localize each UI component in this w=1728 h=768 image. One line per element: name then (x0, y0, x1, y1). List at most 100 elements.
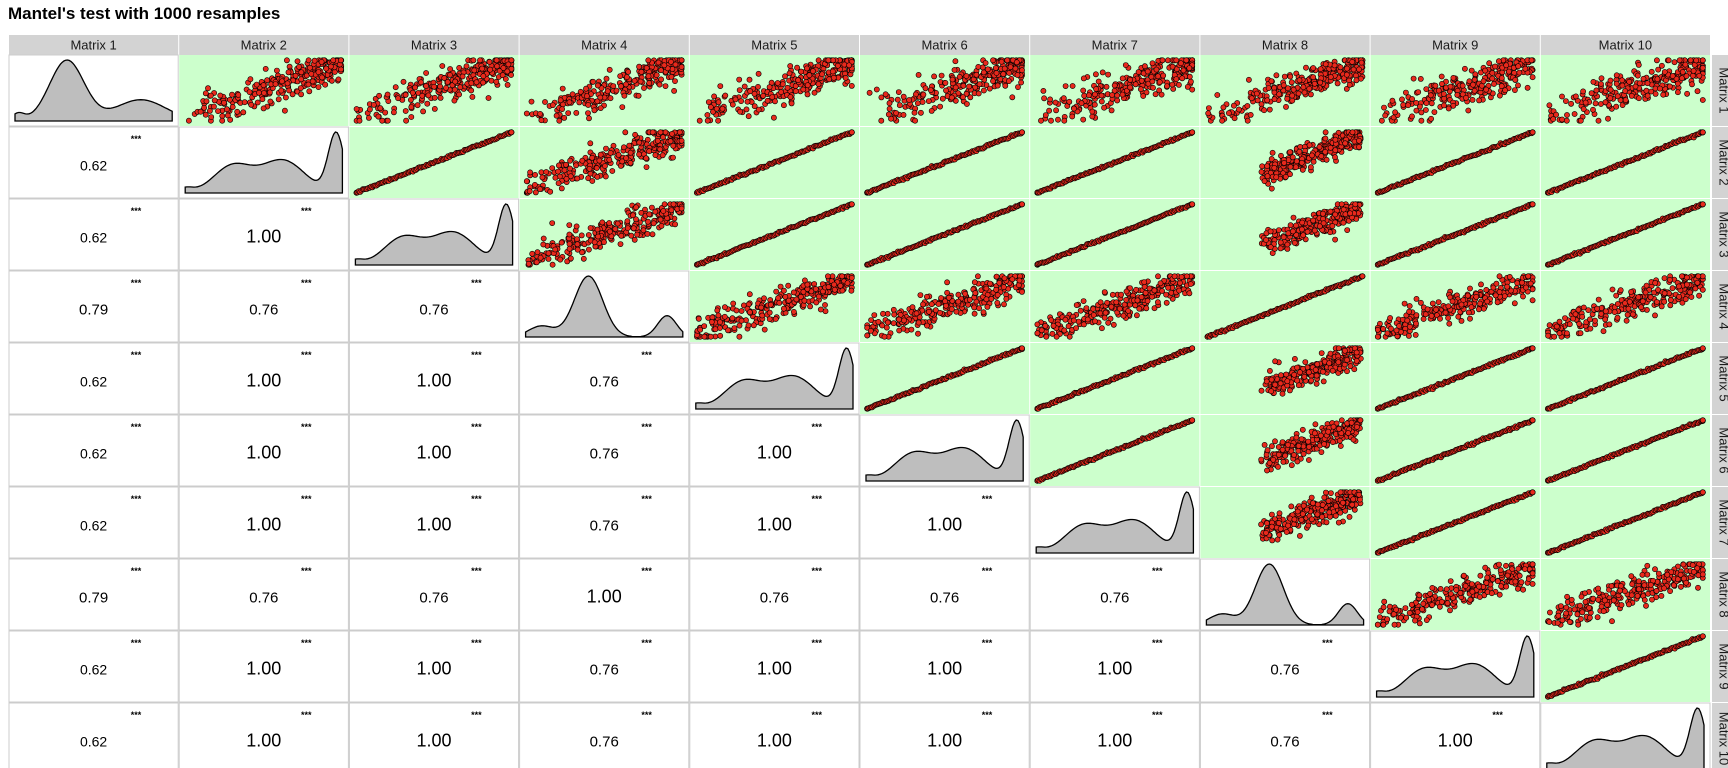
scatter-point (227, 116, 234, 123)
scatter-point (486, 59, 493, 65)
scatter-point (553, 112, 560, 119)
panel-1-1 (8, 54, 179, 127)
scatter-point (1189, 129, 1196, 136)
scatter-point (1306, 142, 1313, 149)
scatter-point (704, 117, 711, 124)
scatter-point (636, 63, 642, 70)
scatter-point (786, 70, 793, 77)
scatter-point (485, 95, 492, 101)
scatter-point (1127, 77, 1134, 83)
scatter-point (1332, 211, 1339, 218)
scatter-point (948, 94, 955, 101)
scatter-point (574, 236, 580, 242)
panel-1-7 (1030, 55, 1200, 126)
scatter-point (938, 72, 945, 79)
scatter-point (1462, 65, 1468, 72)
scatter-point (662, 83, 669, 89)
scatter-point (993, 70, 1000, 76)
scatter-point (1149, 60, 1156, 67)
scatter-point (523, 178, 530, 185)
scatter-point (1291, 239, 1298, 246)
scatter-point (256, 89, 262, 96)
scatter-point (615, 151, 622, 158)
scatter-point (586, 115, 592, 122)
scatter-point (627, 159, 634, 166)
scatter-point (1331, 62, 1338, 69)
scatter-point (286, 87, 292, 94)
scatter-point (678, 64, 685, 70)
scatter-point (792, 88, 799, 95)
column-strip-4 (519, 35, 689, 55)
scatter-point (612, 226, 619, 232)
scatter-point (1047, 96, 1053, 103)
scatter-point (281, 107, 288, 114)
scatter-point (1089, 113, 1096, 120)
scatter-point (643, 65, 650, 71)
scatter-point (960, 82, 967, 89)
scatter-point (1322, 129, 1329, 136)
scatter-point (1340, 206, 1347, 213)
scatter-point (1248, 95, 1255, 102)
scatter-point (1418, 109, 1425, 116)
scatter-point (1155, 73, 1161, 80)
scatter-point (1308, 91, 1314, 98)
scatter-point (1308, 164, 1314, 171)
scatter-point (602, 173, 609, 180)
scatter-point (1476, 97, 1482, 104)
scatter-point (1497, 92, 1503, 99)
scatter-point (1220, 104, 1227, 111)
scatter-point (1276, 227, 1282, 233)
scatter-point (1042, 112, 1049, 118)
scatter-point (1081, 92, 1088, 99)
scatter-point (1619, 77, 1625, 84)
scatter-point (1103, 83, 1110, 90)
scatter-point (794, 64, 800, 71)
scatter-point (1306, 85, 1313, 92)
scatter-point (456, 91, 462, 98)
scatter-point (705, 99, 712, 105)
scatter-point (1483, 86, 1490, 93)
scatter-point (1299, 166, 1306, 173)
scatter-point (719, 105, 726, 112)
row-strip-10 (1712, 703, 1728, 768)
scatter-point (493, 78, 500, 85)
scatter-point (407, 97, 414, 103)
scatter-point (1184, 84, 1191, 90)
scatter-point (1563, 117, 1570, 124)
scatter-point (900, 112, 907, 118)
scatter-point (1498, 75, 1505, 81)
scatter-point (804, 65, 810, 72)
scatter-point (1293, 222, 1299, 229)
scatter-point (1598, 81, 1604, 87)
scatter-point (652, 152, 659, 158)
scatter-point (537, 186, 543, 192)
scatter-point (672, 221, 678, 228)
scatter-point (597, 151, 604, 158)
scatter-point (1418, 117, 1425, 124)
scatter-point (755, 84, 761, 90)
scatter-point (1014, 72, 1021, 78)
scatter-point (1101, 104, 1107, 111)
scatter-point (229, 91, 235, 98)
scatter-point (781, 102, 787, 109)
scatter-point (1060, 95, 1067, 102)
scatter-point (240, 109, 247, 116)
scatter-point (636, 151, 642, 158)
column-strip-1 (9, 35, 179, 55)
scatter-point (1323, 156, 1330, 163)
scatter-point (542, 99, 548, 105)
scatter-point (589, 178, 596, 184)
scatter-point (1304, 228, 1311, 235)
scatter-point (606, 66, 613, 73)
scatter-point (1040, 88, 1047, 94)
scatter-point (1472, 71, 1479, 78)
scatter-point (402, 92, 409, 98)
scatter-point (1289, 154, 1296, 161)
scatter-point (1277, 239, 1284, 246)
scatter-point (800, 86, 807, 93)
scatter-point (652, 208, 659, 215)
scatter-point (185, 117, 192, 124)
scatter-point (267, 98, 274, 105)
scatter-point (557, 256, 564, 263)
scatter-point (1098, 92, 1105, 99)
